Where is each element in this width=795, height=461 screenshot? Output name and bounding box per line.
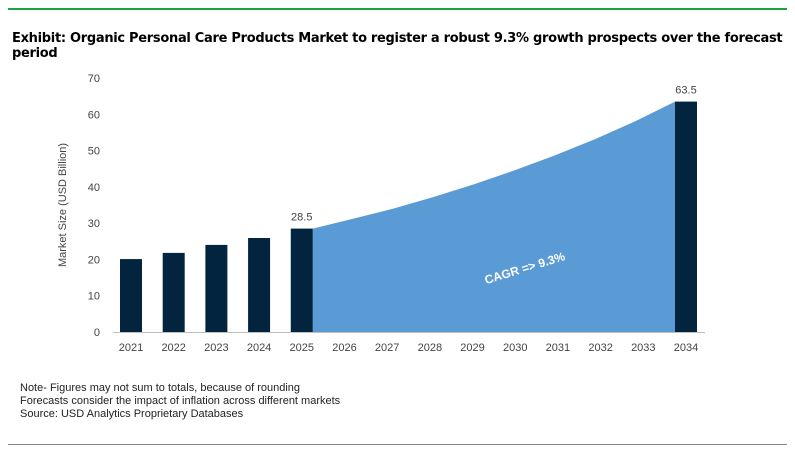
bar-2025 (290, 228, 313, 332)
y-tick-label: 50 (88, 146, 100, 158)
x-tick-label: 2034 (674, 342, 698, 354)
y-tick-label: 20 (88, 254, 100, 266)
y-tick-label: 40 (88, 182, 100, 194)
y-axis-label: Market Size (USD Billion) (57, 143, 69, 267)
y-tick-label: 70 (88, 73, 100, 85)
note-rounding: Note- Figures may not sum to totals, bec… (20, 382, 301, 394)
x-tick-label: 2031 (546, 342, 570, 354)
x-tick-label: 2029 (460, 342, 484, 354)
exhibit-title: Exhibit: Organic Personal Care Products … (12, 31, 783, 61)
bar-2024 (248, 238, 271, 332)
note-source: Source: USD Analytics Proprietary Databa… (20, 408, 244, 420)
x-tick-label: 2025 (290, 342, 314, 354)
x-tick-label: 2027 (375, 342, 399, 354)
x-tick-label: 2024 (247, 342, 271, 354)
y-tick-label: 30 (88, 218, 100, 230)
y-tick-label: 10 (88, 291, 100, 303)
bar-2021 (120, 259, 142, 332)
cagr-area (312, 101, 675, 332)
y-tick-label: 0 (94, 327, 100, 339)
bar-2023 (205, 244, 228, 332)
x-tick-label: 2028 (418, 342, 442, 354)
x-tick-label: 2023 (204, 342, 228, 354)
top-rule (8, 8, 787, 10)
x-tick-label: 2022 (161, 342, 185, 354)
data-label-2034: 63.5 (675, 85, 696, 97)
x-tick-label: 2021 (119, 342, 143, 354)
x-tick-label: 2030 (503, 342, 527, 354)
bar-2022 (162, 252, 185, 332)
y-tick-label: 60 (88, 109, 100, 121)
note-inflation: Forecasts consider the impact of inflati… (20, 395, 341, 407)
data-label-2025: 28.5 (291, 212, 312, 224)
x-tick-label: 2026 (332, 342, 356, 354)
bottom-rule (8, 444, 787, 445)
bar-2034 (675, 101, 697, 332)
x-tick-label: 2033 (631, 342, 655, 354)
notes: Note- Figures may not sum to totals, bec… (20, 382, 340, 421)
x-tick-label: 2032 (588, 342, 612, 354)
